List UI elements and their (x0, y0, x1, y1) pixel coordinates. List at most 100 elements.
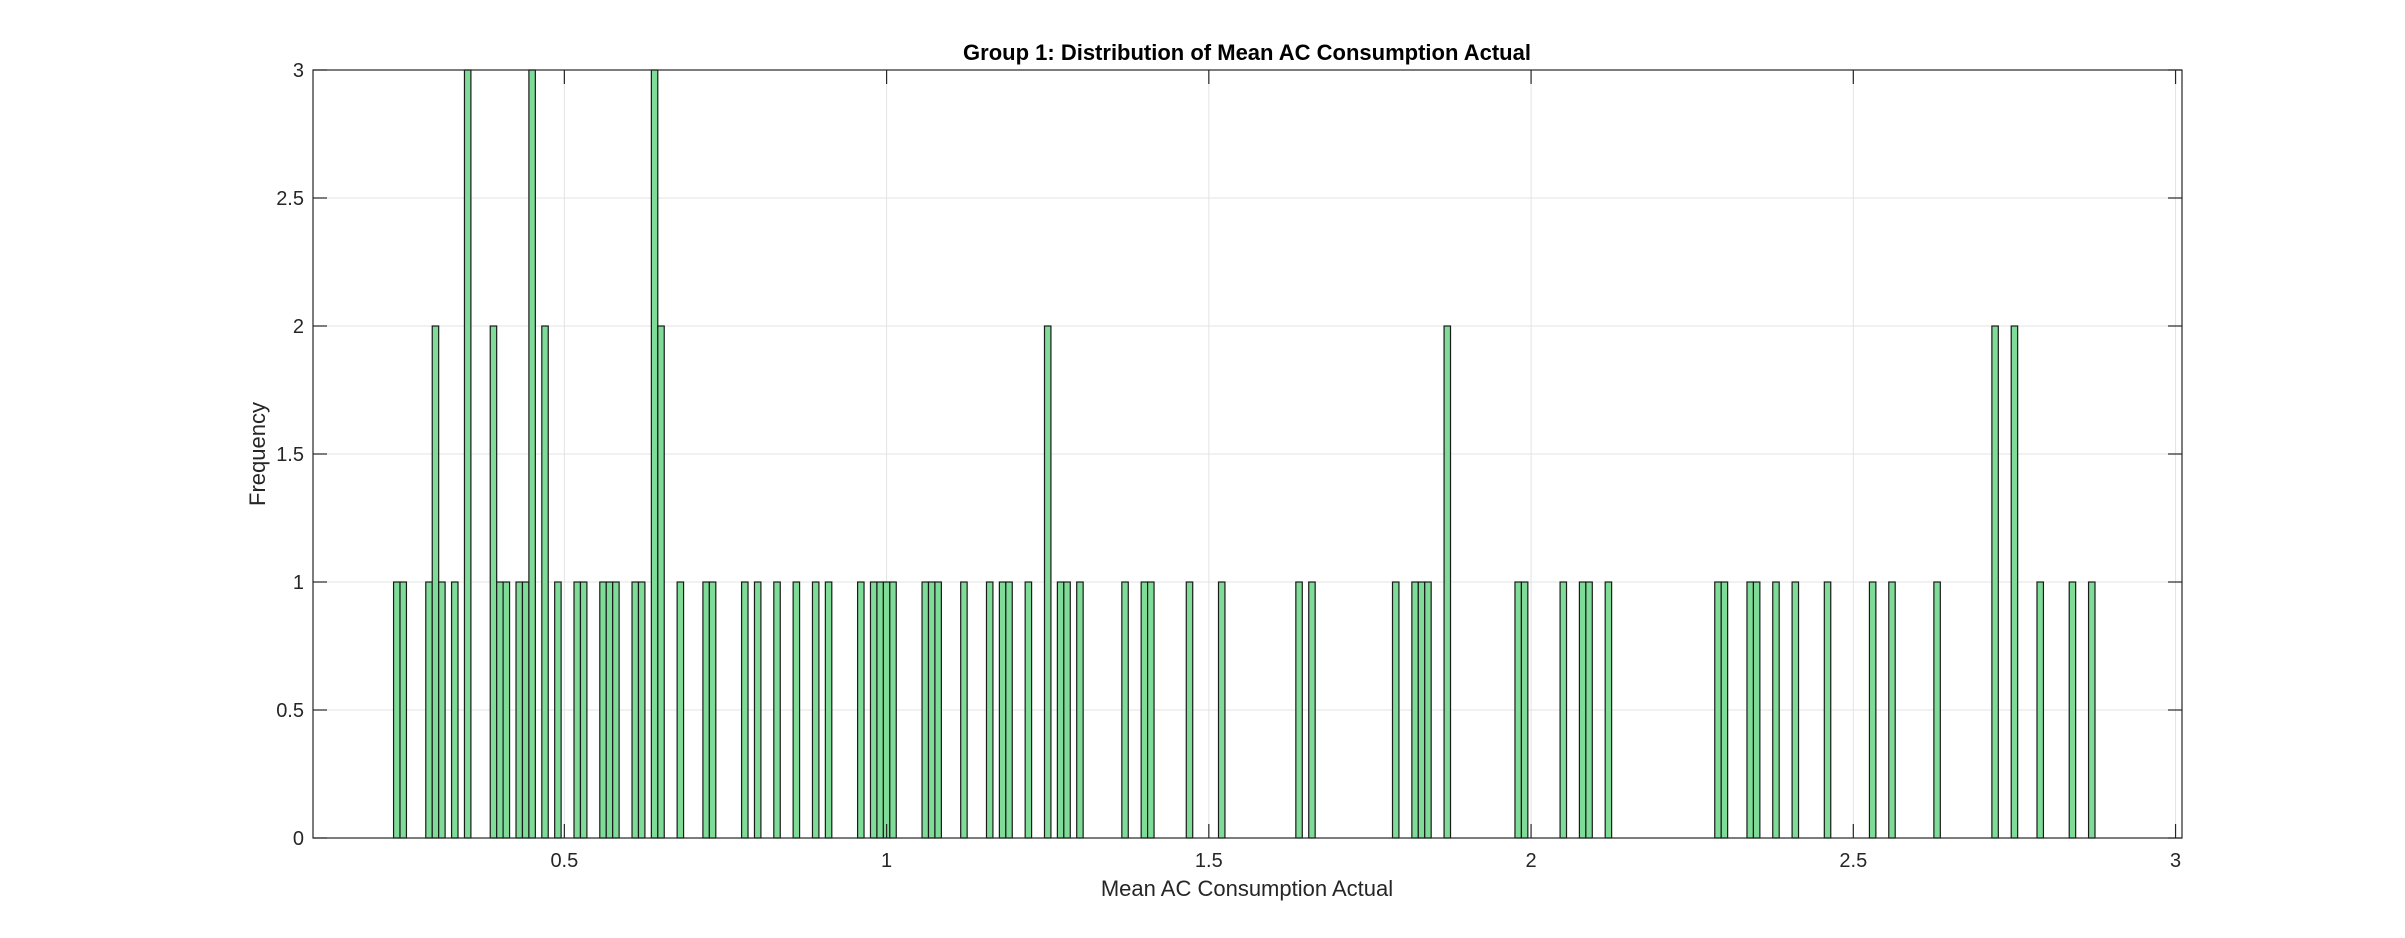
histogram-bar (1888, 581, 1896, 839)
histogram-bar (998, 581, 1007, 839)
histogram-bar (1424, 581, 1432, 839)
histogram-bar (392, 581, 401, 839)
histogram-bar (2068, 581, 2077, 839)
histogram-bar (1024, 581, 1033, 839)
histogram-bar (676, 581, 685, 839)
histogram-bar (1043, 325, 1052, 839)
histogram-bar (1823, 581, 1832, 839)
histogram-bar (985, 581, 994, 839)
histogram-bar (1076, 581, 1084, 839)
histogram-bar (438, 581, 446, 839)
x-axis-title: Mean AC Consumption Actual (1101, 876, 1393, 901)
histogram-bar (1772, 581, 1780, 839)
histogram-bar (876, 581, 884, 839)
histogram-bar (541, 325, 549, 839)
histogram-bar (1056, 581, 1065, 839)
histogram-bar (496, 581, 504, 839)
histogram-bar (521, 581, 530, 839)
histogram-bar (921, 581, 930, 839)
histogram-bar (1720, 581, 1729, 839)
histogram-bar (1295, 581, 1303, 839)
x-tick-label: 1.5 (1195, 850, 1223, 872)
histogram-bar (1578, 581, 1587, 839)
y-tick-label: 2.5 (276, 188, 304, 210)
histogram-bar (960, 581, 968, 839)
histogram-bar (1308, 581, 1316, 839)
histogram-bar (599, 581, 607, 839)
histogram-bar (1121, 581, 1129, 839)
histogram-bar (1063, 581, 1071, 839)
histogram-bar (650, 69, 659, 839)
x-tick-label: 2 (1526, 850, 1537, 872)
histogram-bar (869, 581, 878, 839)
histogram-bar (792, 581, 801, 839)
histogram-bar (1514, 581, 1523, 839)
histogram-bar (1791, 581, 1800, 839)
histogram-bar (657, 325, 665, 839)
histogram-bar (489, 325, 498, 839)
histogram-bar (1746, 581, 1755, 839)
histogram-bar (1604, 581, 1613, 839)
histogram-bar (824, 581, 833, 839)
histogram-bar (1752, 581, 1761, 839)
histogram-bar (612, 581, 620, 839)
histogram-bar (463, 69, 472, 839)
histogram-bar (515, 581, 524, 839)
histogram-bar (702, 581, 710, 839)
histogram-bar (889, 581, 897, 839)
histogram-bar (2010, 325, 2019, 839)
histogram-bar (1140, 581, 1149, 839)
y-tick-label: 1.5 (276, 444, 304, 466)
x-tick-labels: 0.5 1 1.5 2 2.5 3 (550, 850, 2181, 872)
histogram-bar (882, 581, 891, 839)
histogram-bar (927, 581, 936, 839)
histogram-bar (753, 581, 762, 839)
histogram-bar (1147, 581, 1155, 839)
histogram-bar (502, 581, 511, 839)
histogram-bar (740, 581, 749, 839)
y-tick-label: 2 (293, 316, 304, 338)
histogram-bar (605, 581, 614, 839)
histogram-bar (1443, 325, 1452, 839)
histogram-bar (637, 581, 646, 839)
histogram-bar (811, 581, 820, 839)
histogram-bar (1714, 581, 1722, 839)
x-tick-label: 2.5 (1839, 850, 1867, 872)
histogram-bar (1185, 581, 1194, 839)
histogram-bar (773, 581, 781, 839)
y-tick-label: 1 (293, 572, 304, 594)
histogram-bar (528, 69, 536, 839)
histogram-bar (399, 581, 408, 839)
histogram-bar (450, 581, 459, 839)
histogram-bar (1217, 581, 1226, 839)
bars (392, 69, 2096, 839)
histogram-bar (1559, 581, 1568, 839)
histogram-bar (1585, 581, 1593, 839)
histogram-bar (1868, 581, 1877, 839)
histogram-bar (1417, 581, 1426, 839)
x-tick-label: 0.5 (550, 850, 578, 872)
tick-marks (313, 69, 2182, 839)
y-tick-label: 0 (293, 828, 304, 850)
histogram-bar (1005, 581, 1013, 839)
histogram-bar (1411, 581, 1419, 839)
histogram-bar (1933, 581, 1941, 839)
y-tick-label: 3 (293, 60, 304, 82)
histogram-bar (425, 581, 433, 839)
histogram-bar (2036, 581, 2045, 839)
histogram-bar (2087, 581, 2096, 839)
y-tick-label: 0.5 (276, 700, 304, 722)
histogram-bar (431, 325, 440, 839)
histogram-bar (856, 581, 865, 839)
histogram-bar (1391, 581, 1400, 839)
histogram-bar (573, 581, 582, 839)
histogram-bar (708, 581, 717, 839)
x-tick-label: 3 (2170, 850, 2181, 872)
histogram-bar (579, 581, 588, 839)
histogram-bar (1991, 325, 1999, 839)
histogram-bar (631, 581, 640, 839)
chart-title: Group 1: Distribution of Mean AC Consump… (963, 40, 1531, 65)
x-tick-label: 1 (881, 850, 892, 872)
